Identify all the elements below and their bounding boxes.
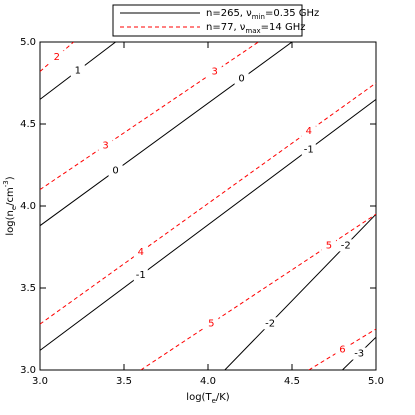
legend-label-part: max — [245, 27, 260, 35]
x-axis-label: log(Te/K) — [186, 392, 230, 405]
legend-box — [112, 4, 303, 37]
contour-label: -3 — [354, 349, 364, 360]
contour-label: 4 — [306, 126, 312, 137]
contour-line — [40, 98, 376, 351]
contour-label-bg — [98, 139, 113, 152]
contour-label: 5 — [326, 240, 332, 251]
legend-label-part: min — [252, 13, 265, 21]
contour-label: 3 — [102, 140, 108, 151]
y-axis-label-part: -3 — [2, 180, 10, 187]
legend-label-part: n=265, ν — [206, 8, 252, 19]
contour-label: -2 — [341, 240, 351, 251]
x-tick-label: 4.5 — [284, 376, 300, 387]
contour-label: -1 — [136, 270, 146, 281]
contour-label-bg — [338, 239, 353, 252]
contour-label-bg — [301, 125, 316, 138]
contour-label-bg — [108, 164, 123, 177]
contour-label: -1 — [304, 145, 314, 156]
contour-label: 2 — [54, 52, 60, 63]
contour-label-bg — [321, 239, 336, 252]
contour-line — [308, 328, 376, 370]
plot-area: 1 0 0 -1 -1 -2 -2 -3 2 3 3 4 4 5 5 6 — [40, 42, 376, 370]
y-tick-label: 3.0 — [20, 365, 36, 376]
legend-label-part: =0.35 GHz — [265, 8, 319, 19]
contour-line — [40, 42, 259, 191]
y-axis-label: log(ne/cm-3) — [2, 176, 18, 235]
y-tick-label: 4.0 — [20, 201, 36, 212]
contour-label-bg — [49, 50, 64, 63]
contour-label: 5 — [208, 318, 214, 329]
contour-label-bg — [352, 347, 367, 360]
x-axis-label-part: log(T — [186, 392, 212, 403]
x-axis-label-part: /K) — [216, 392, 230, 403]
contour-line — [40, 82, 376, 325]
contour-label-bg — [301, 143, 316, 156]
contour-label: 3 — [212, 67, 218, 78]
contour-line — [140, 213, 376, 370]
contour-line — [224, 213, 376, 370]
y-axis-label-part: ) — [5, 176, 16, 180]
contour-label: 0 — [112, 166, 118, 177]
contour-label: 6 — [339, 345, 345, 356]
x-tick-label: 4.0 — [200, 376, 216, 387]
legend-label: n=265, νmin=0.35 GHz — [206, 8, 319, 21]
y-tick-label: 5.0 — [20, 37, 36, 48]
contour-label-bg — [133, 269, 148, 282]
y-tick-label: 3.5 — [20, 283, 36, 294]
contour-label: 4 — [138, 247, 144, 258]
contour-label-bg — [263, 317, 278, 330]
contour-line — [40, 42, 293, 227]
contour-label-bg — [335, 343, 350, 356]
y-axis-label-part: /cm — [5, 187, 16, 206]
x-tick-label: 3.5 — [116, 376, 132, 387]
y-axis-label-part: e — [10, 206, 18, 210]
x-axis-label-part: e — [212, 397, 216, 405]
legend-label: n=77, νmax=14 GHz — [206, 22, 305, 35]
contour-label: 0 — [238, 74, 244, 85]
contour-label: 1 — [75, 66, 81, 77]
contour-label-bg — [234, 72, 249, 85]
contour-label: -2 — [265, 318, 275, 329]
contour-label-bg — [207, 65, 222, 78]
contour-label-bg — [204, 317, 219, 330]
legend-label-part: =14 GHz — [261, 22, 306, 33]
y-axis-label-part: log(n — [5, 210, 16, 235]
legend-label-part: n=77, ν — [206, 22, 246, 33]
x-tick-label: 3.0 — [32, 376, 48, 387]
y-tick-label: 4.5 — [20, 119, 36, 130]
x-tick-label: 5.0 — [368, 376, 384, 387]
contour-label-bg — [70, 64, 85, 77]
contour-label-bg — [133, 245, 148, 258]
